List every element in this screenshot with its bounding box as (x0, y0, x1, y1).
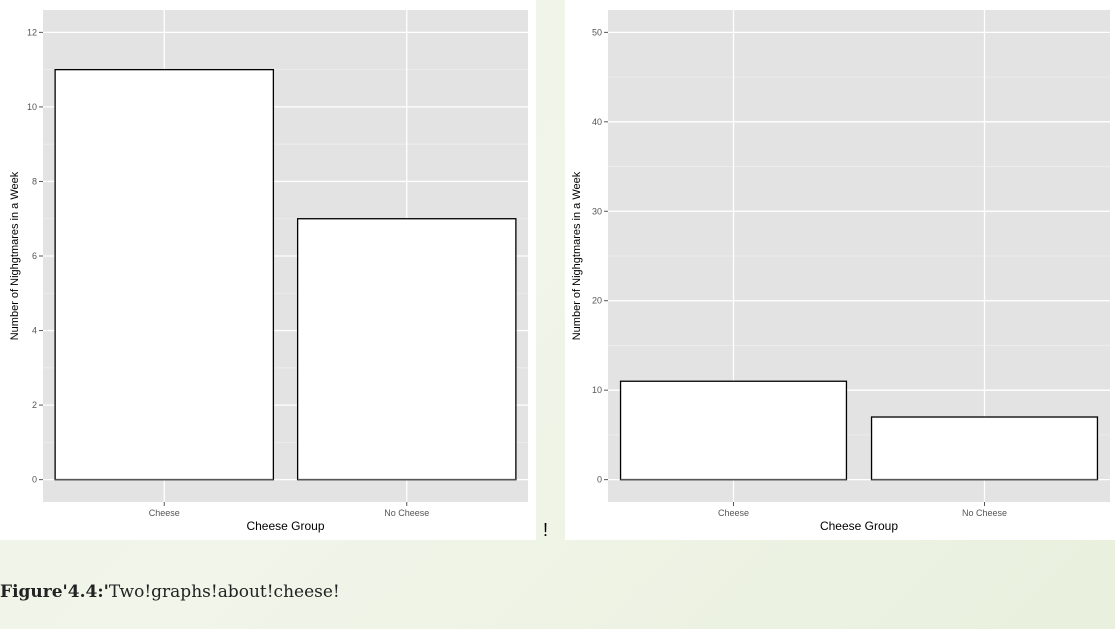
caption-text: Two!graphs!about!cheese! (108, 582, 340, 602)
y-tick-label: 0 (597, 475, 602, 485)
chart-panel-right: 0 10 20 30 40 50 Cheese No Cheese Cheese Group Nu… (565, 0, 1115, 540)
y-tick-label: 4 (32, 326, 37, 336)
y-tick-label: 12 (27, 27, 37, 37)
y-tick-label: 30 (592, 206, 602, 216)
y-tick-label: 0 (32, 475, 37, 485)
x-axis-title: Cheese Group (820, 519, 898, 533)
bar-chart-left: 0 2 4 6 8 10 12 Cheese No Cheese Cheese Group Numb… (9, 10, 528, 533)
bar-cheese (619, 380, 848, 481)
caption-label: Figure'4.4:' (0, 582, 109, 602)
y-tick-label: 40 (592, 117, 602, 127)
y-tick-label: 10 (27, 102, 37, 112)
x-axis-title: Cheese Group (246, 519, 324, 533)
bar-chart-right: 0 10 20 30 40 50 Cheese No Cheese Cheese Group Nu… (571, 10, 1110, 533)
y-axis-title: Number of Nighgtmares in a Week (9, 171, 21, 340)
x-tick-label: No Cheese (962, 508, 1007, 518)
x-tick-label: No Cheese (384, 508, 429, 518)
bar-no-cheese (296, 218, 517, 481)
chart-panel-left: 0 2 4 6 8 10 12 Cheese No Cheese Cheese Group Numb… (0, 0, 536, 540)
y-tick-label: 10 (592, 385, 602, 395)
bar-no-cheese (870, 416, 1099, 481)
y-tick-label: 20 (592, 296, 602, 306)
x-tick-label: Cheese (718, 508, 749, 518)
y-tick-label: 2 (32, 400, 37, 410)
x-tick-label: Cheese (149, 508, 180, 518)
separator-mark: ! (543, 520, 549, 540)
y-axis-title: Number of Nighgtmares in a Week (571, 171, 583, 340)
bar-cheese (54, 68, 275, 481)
y-tick-label: 50 (592, 27, 602, 37)
figure-caption: Figure'4.4:'Two!graphs!about!cheese! (0, 582, 340, 602)
y-tick-label: 6 (32, 251, 37, 261)
y-tick-label: 8 (32, 176, 37, 186)
